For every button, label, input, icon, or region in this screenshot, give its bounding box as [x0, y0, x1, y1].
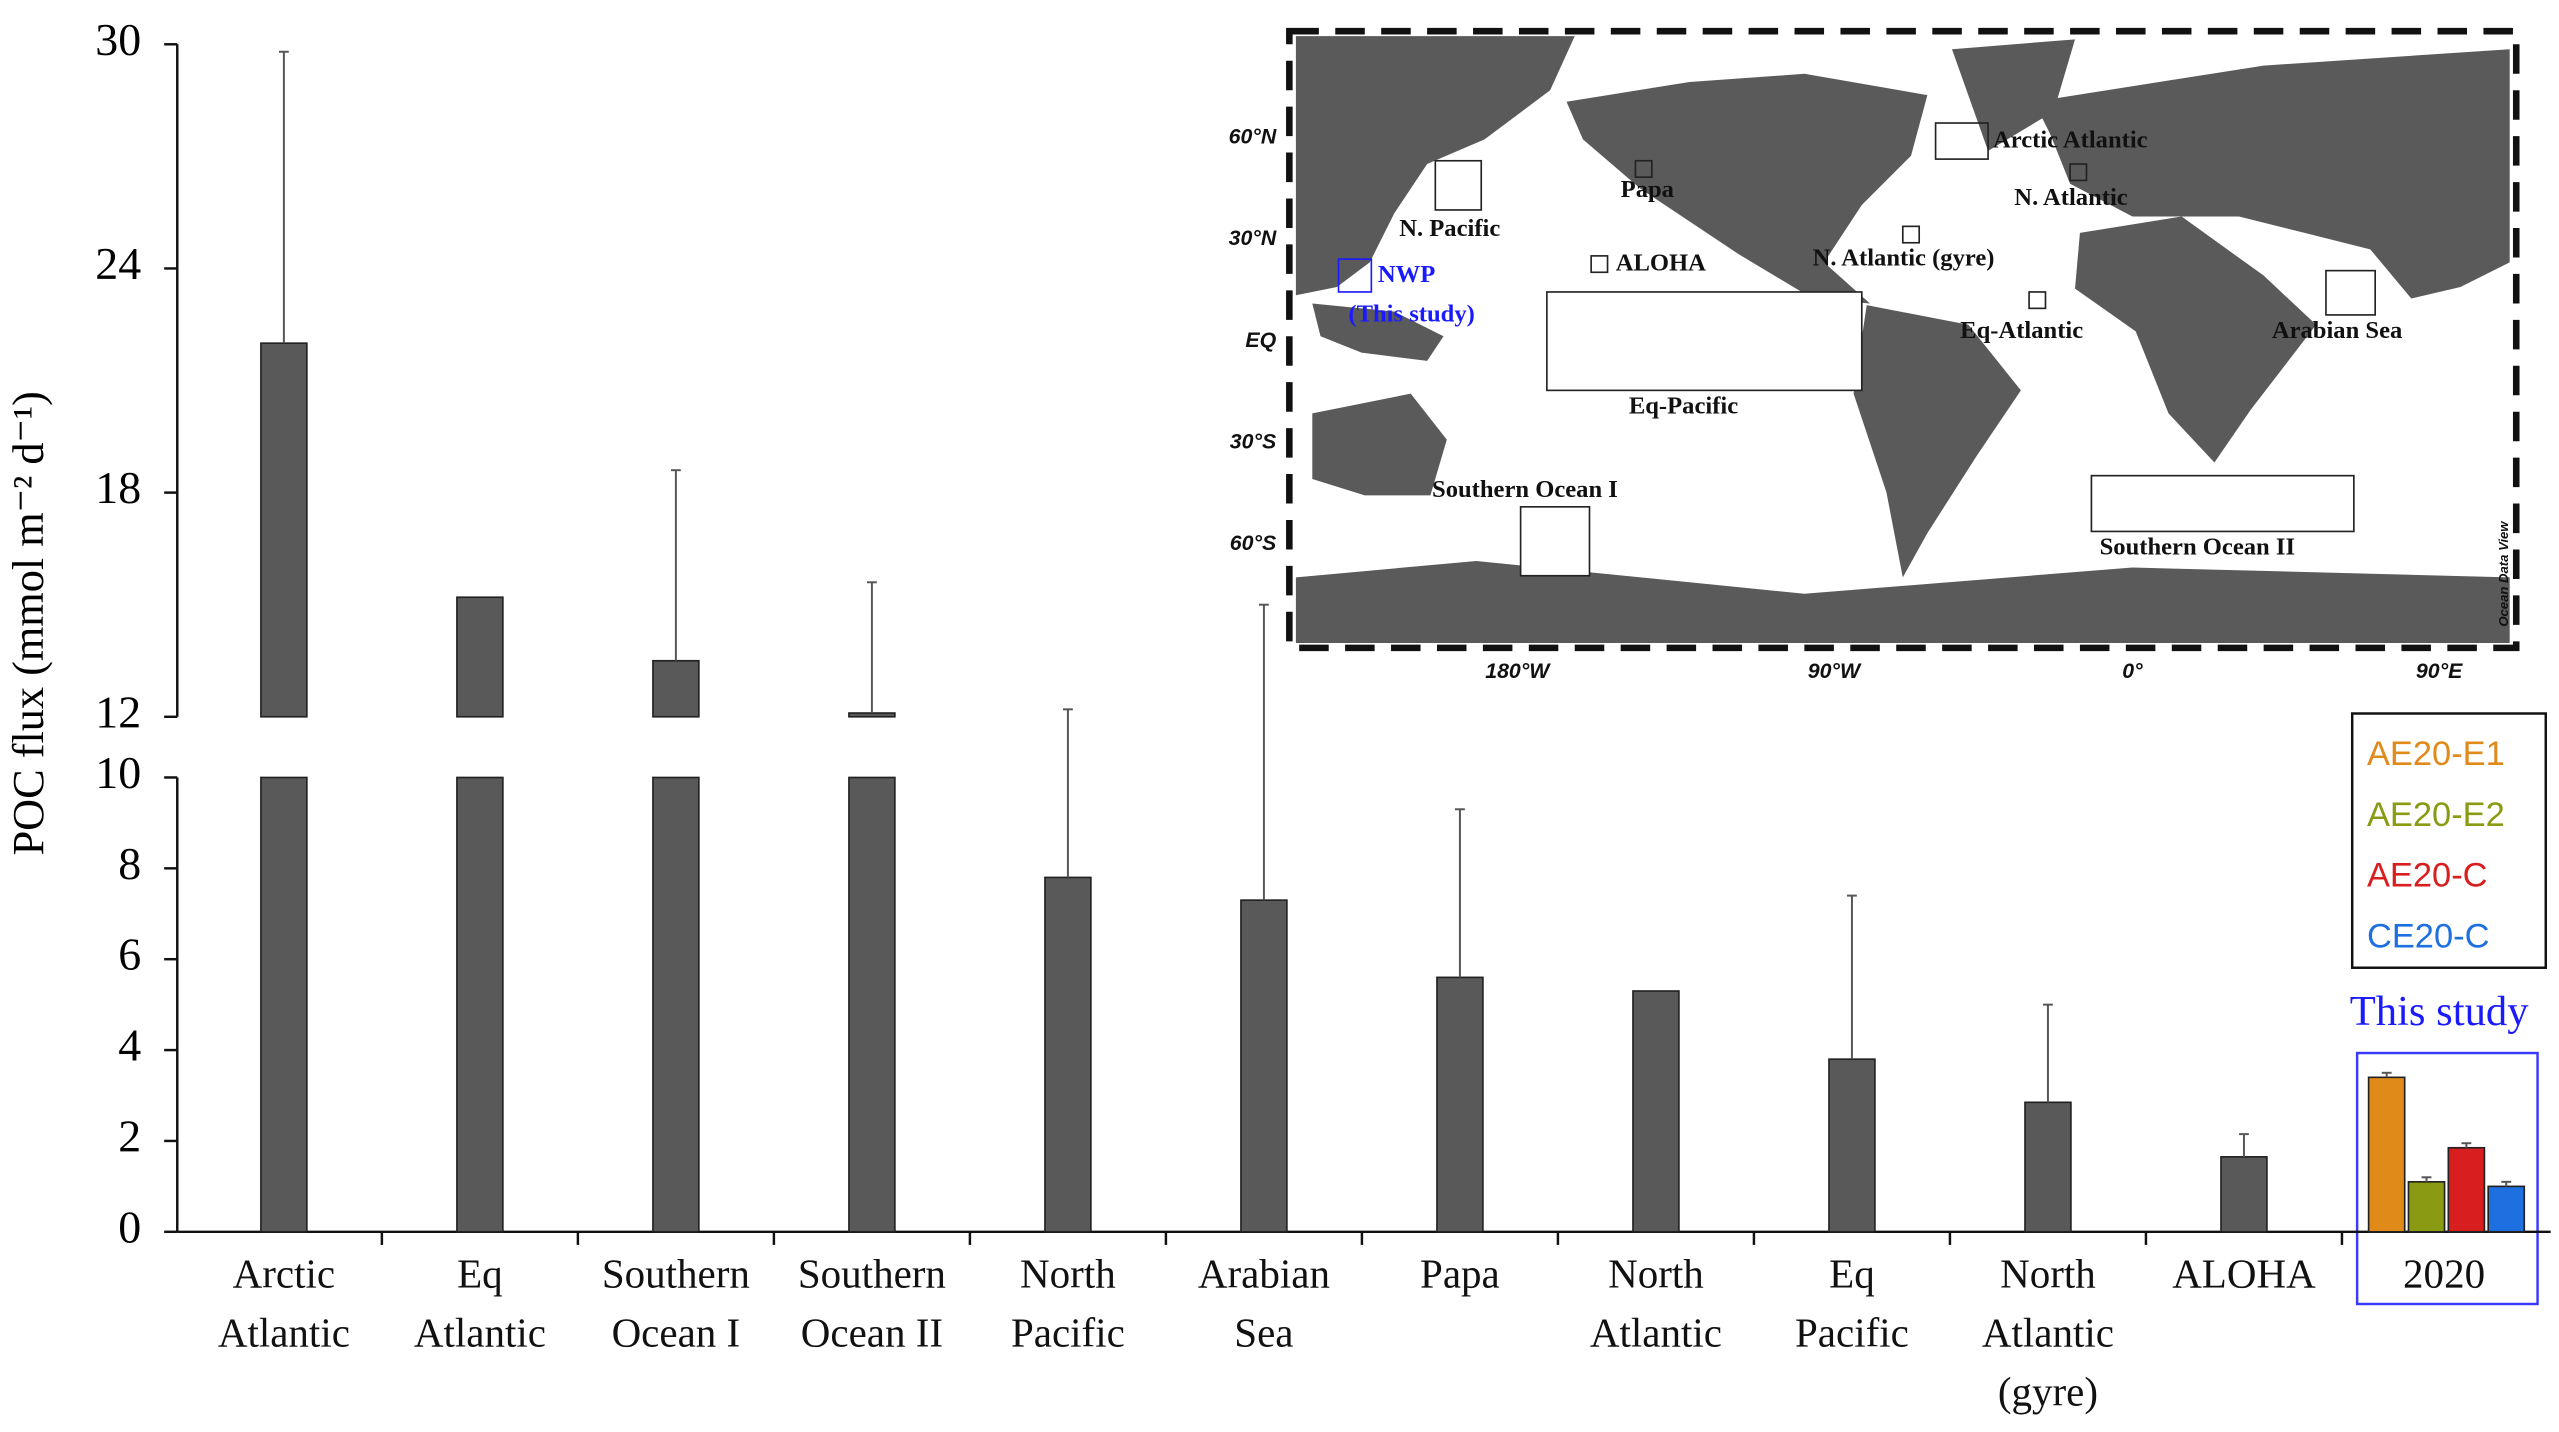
map-frame: [1286, 27, 2520, 652]
x-tick-label-box: 2020: [2403, 1253, 2486, 1298]
map-lat-label: 30°N: [1229, 226, 1277, 250]
y-tick-label: 8: [118, 838, 141, 889]
x-tick-label-box: Eq Pacific: [1794, 1253, 1909, 1357]
legend-label: AE20-E2: [2367, 796, 2505, 834]
bar: [1632, 990, 1680, 1233]
x-tick-label-box: Arctic Atlantic: [217, 1253, 350, 1357]
map-label: Eq-Atlantic: [1960, 317, 2083, 344]
map-boxes: [1337, 122, 2376, 577]
x-tick-label: ALOHA: [2172, 1253, 2316, 1298]
x-tick-label-box: Papa: [1420, 1253, 1500, 1298]
x-tick-label: North Atlantic (gyre): [1981, 1253, 2114, 1416]
bar-upper: [456, 596, 504, 718]
legend-label: AE20-C: [2367, 857, 2488, 895]
legend-label: CE20-C: [2367, 917, 2489, 955]
bar-upper: [260, 342, 308, 718]
bar: [2367, 1076, 2406, 1233]
y-tick-label: 12: [95, 686, 141, 737]
map-label: Papa: [1621, 176, 1674, 203]
bar: [260, 776, 308, 1233]
bar: [2220, 1156, 2268, 1233]
x-tick-label-box: North Atlantic (gyre): [1981, 1253, 2114, 1416]
map-label: Southern Ocean II: [2100, 533, 2295, 560]
x-tick-label: Arabian Sea: [1197, 1253, 1330, 1357]
this-study-frame: [2355, 1051, 2539, 1306]
map-lat-label: 30°S: [1230, 429, 1276, 453]
x-tick-label-box: ALOHA: [2172, 1253, 2316, 1298]
map-label: NWP: [1378, 261, 1435, 288]
map-credit: Ocean Data View: [2496, 521, 2511, 627]
x-tick-label: Arctic Atlantic: [217, 1253, 350, 1357]
y-tick-label: 10: [95, 747, 141, 798]
x-tick-label-box: Eq Atlantic: [413, 1253, 546, 1357]
y-tick-label: 4: [118, 1020, 141, 1071]
y-tick-label: 24: [95, 238, 141, 289]
bar: [2407, 1181, 2446, 1233]
x-tick-label: Eq Pacific: [1794, 1253, 1909, 1357]
map-label: N. Atlantic (gyre): [1813, 245, 1995, 272]
bar: [2487, 1185, 2526, 1233]
bar-upper: [652, 659, 700, 718]
x-tick-label: Southern Ocean I: [601, 1253, 750, 1357]
bar: [456, 776, 504, 1233]
map-lat-label: 60°N: [1229, 124, 1277, 148]
x-tick-label-box: North Atlantic: [1589, 1253, 1722, 1357]
bar: [2447, 1146, 2486, 1233]
x-tick-label: North Atlantic: [1589, 1253, 1722, 1357]
map-label: Southern Ocean I: [1432, 476, 1618, 503]
legend-label: AE20-E1: [2367, 735, 2505, 773]
bar: [1240, 899, 1288, 1233]
map-label: Arctic Atlantic: [1993, 127, 2148, 154]
y-tick-label: 6: [118, 929, 141, 980]
x-tick-label: Southern Ocean II: [797, 1253, 946, 1357]
map-lon-label: 90°W: [1808, 659, 1862, 683]
y-tick-label: 18: [95, 462, 141, 513]
map-lat-label: EQ: [1245, 328, 1276, 352]
bar: [1044, 876, 1092, 1233]
map-label: (This study): [1348, 300, 1474, 327]
map-lat-label: 60°S: [1230, 531, 1276, 555]
bar: [848, 776, 896, 1233]
map-label: N. Atlantic: [2014, 184, 2127, 211]
legend-frame: [2350, 712, 2547, 969]
x-tick-label-box: Southern Ocean I: [601, 1253, 750, 1357]
y-tick-label: 2: [118, 1110, 141, 1161]
map-lon-label: 180°W: [1485, 659, 1551, 683]
x-tick-label-box: Southern Ocean II: [797, 1253, 946, 1357]
y-tick-label: 0: [118, 1201, 141, 1252]
y-tick-label: 30: [95, 14, 141, 65]
bar: [1828, 1058, 1876, 1233]
map-label: Eq-Pacific: [1629, 392, 1738, 419]
x-tick-label-box: Arabian Sea: [1197, 1253, 1330, 1357]
y-axis-label: POC flux (mmol m⁻² d⁻¹): [4, 391, 53, 855]
map-label: ALOHA: [1616, 250, 1706, 277]
bar: [1436, 976, 1484, 1233]
bar-upper: [848, 712, 896, 718]
bar: [2024, 1101, 2072, 1233]
map-lon-label: 90°E: [2416, 659, 2463, 683]
continents: [1295, 36, 2510, 643]
this-study-label: This study: [2350, 988, 2529, 1035]
map-lon-label: 0°: [2122, 659, 2143, 683]
x-tick-label: Eq Atlantic: [413, 1253, 546, 1357]
map-label: N. Pacific: [1399, 215, 1500, 242]
x-tick-label: Papa: [1420, 1253, 1500, 1298]
x-tick-label: North Pacific: [1010, 1253, 1125, 1357]
map-label: Arabian Sea: [2272, 317, 2403, 344]
x-tick-label: 2020: [2403, 1253, 2486, 1298]
x-tick-label-box: North Pacific: [1010, 1253, 1125, 1357]
map-inset: [1286, 27, 2520, 652]
bar: [652, 776, 700, 1233]
